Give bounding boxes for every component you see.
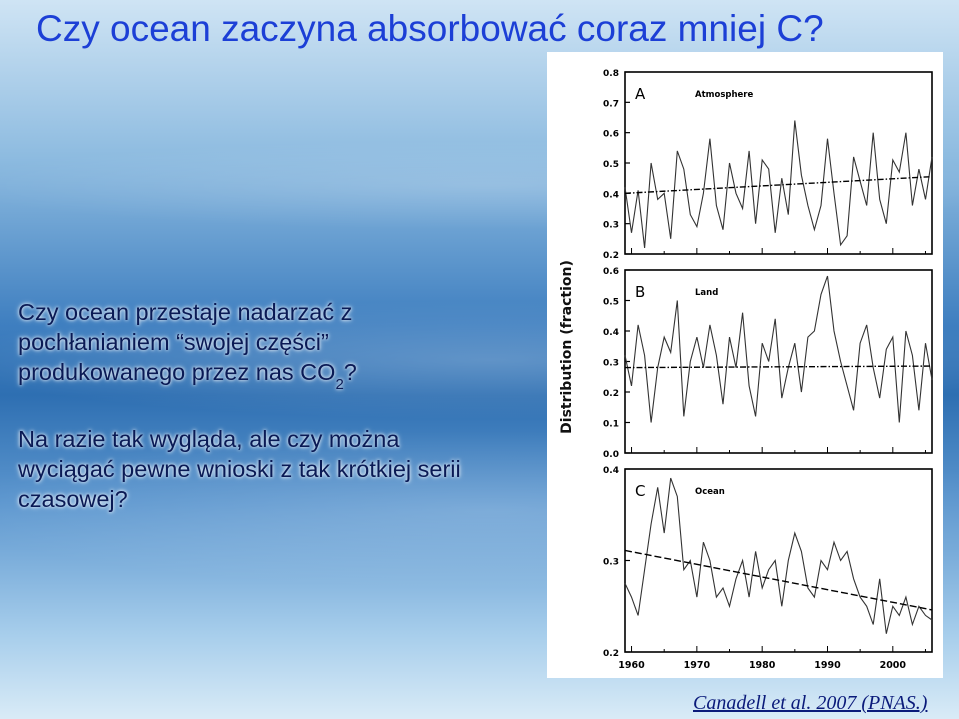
series-line-land xyxy=(624,275,933,423)
y-tick-label: 0.8 xyxy=(603,69,619,79)
co2-subscript: 2 xyxy=(335,376,344,393)
question-paragraph: Czy ocean przestaje nadarzać z pochłania… xyxy=(18,297,488,393)
trend-line xyxy=(624,175,933,195)
chart-figure: Distribution (fraction) 0.2 0.3 0.4 0.5 0.6 0… xyxy=(547,52,943,678)
panel-name: Land xyxy=(695,288,718,298)
y-tick-label: 0.4 xyxy=(603,190,619,200)
x-tick-label: 1970 xyxy=(684,660,711,671)
y-tick-label: 0.5 xyxy=(603,160,619,170)
y-tick-label: 0.3 xyxy=(603,359,619,369)
x-tick-label: 2000 xyxy=(880,660,907,671)
series-line-ocean xyxy=(624,477,933,634)
y-tick-label: 0.4 xyxy=(603,466,619,476)
chart-svg: Distribution (fraction) 0.20.30.40.50.60… xyxy=(559,69,933,671)
panel-letter: A xyxy=(635,85,646,103)
y-axis-label: Distribution (fraction) xyxy=(559,260,575,434)
y-tick-label: 0.3 xyxy=(603,558,619,568)
slide-title: Czy ocean zaczyna absorbować coraz mniej… xyxy=(36,8,824,49)
panel-b: 0.0 0.1 0.2 0.3 0.4 0.5 0.6 B Land xyxy=(603,267,933,460)
y-tick-label: 0.2 xyxy=(603,389,619,399)
panel-a: 0.2 0.3 0.4 0.5 0.6 0.7 0.8 A Atmosphere xyxy=(603,69,933,261)
panel-letter: C xyxy=(635,482,645,500)
chart-panels: 0.20.30.40.50.60.70.8A Atmosphere0.00.10.… xyxy=(603,69,933,671)
y-tick-label: 0.6 xyxy=(603,267,619,277)
x-tick-label: 1960 xyxy=(618,660,645,671)
panel-name: Ocean xyxy=(695,487,725,497)
y-tick-label: 0.2 xyxy=(603,251,619,261)
y-tick-label: 0.4 xyxy=(603,328,619,338)
x-tick-label: 1980 xyxy=(749,660,776,671)
trend-line xyxy=(624,365,933,369)
panel-frame xyxy=(624,71,933,255)
question-text: Czy ocean przestaje nadarzać z pochłania… xyxy=(18,299,353,385)
panel-c: 0.2 0.3 0.4 C Ocean xyxy=(603,466,933,659)
x-tick-label: 1990 xyxy=(814,660,841,671)
y-tick-label: 0.7 xyxy=(603,99,619,109)
y-tick-label: 0.1 xyxy=(603,420,619,430)
answer-paragraph: Na razie tak wygląda, ale czy można wyci… xyxy=(18,426,461,512)
y-tick-label: 0.2 xyxy=(603,649,619,659)
series-line-atmosphere xyxy=(624,120,933,248)
panel-name: Atmosphere xyxy=(695,90,753,100)
y-tick-label: 0.6 xyxy=(603,130,619,140)
y-tick-label: 0.3 xyxy=(603,221,619,231)
trend-line xyxy=(624,549,933,611)
y-tick-label: 0.0 xyxy=(603,450,619,460)
panel-frame xyxy=(624,468,933,653)
question-mark: ? xyxy=(343,359,357,385)
panel-letter: B xyxy=(635,283,645,301)
y-tick-label: 0.5 xyxy=(603,298,619,308)
citation-link[interactable]: Canadell et al. 2007 (PNAS.) xyxy=(693,692,928,714)
